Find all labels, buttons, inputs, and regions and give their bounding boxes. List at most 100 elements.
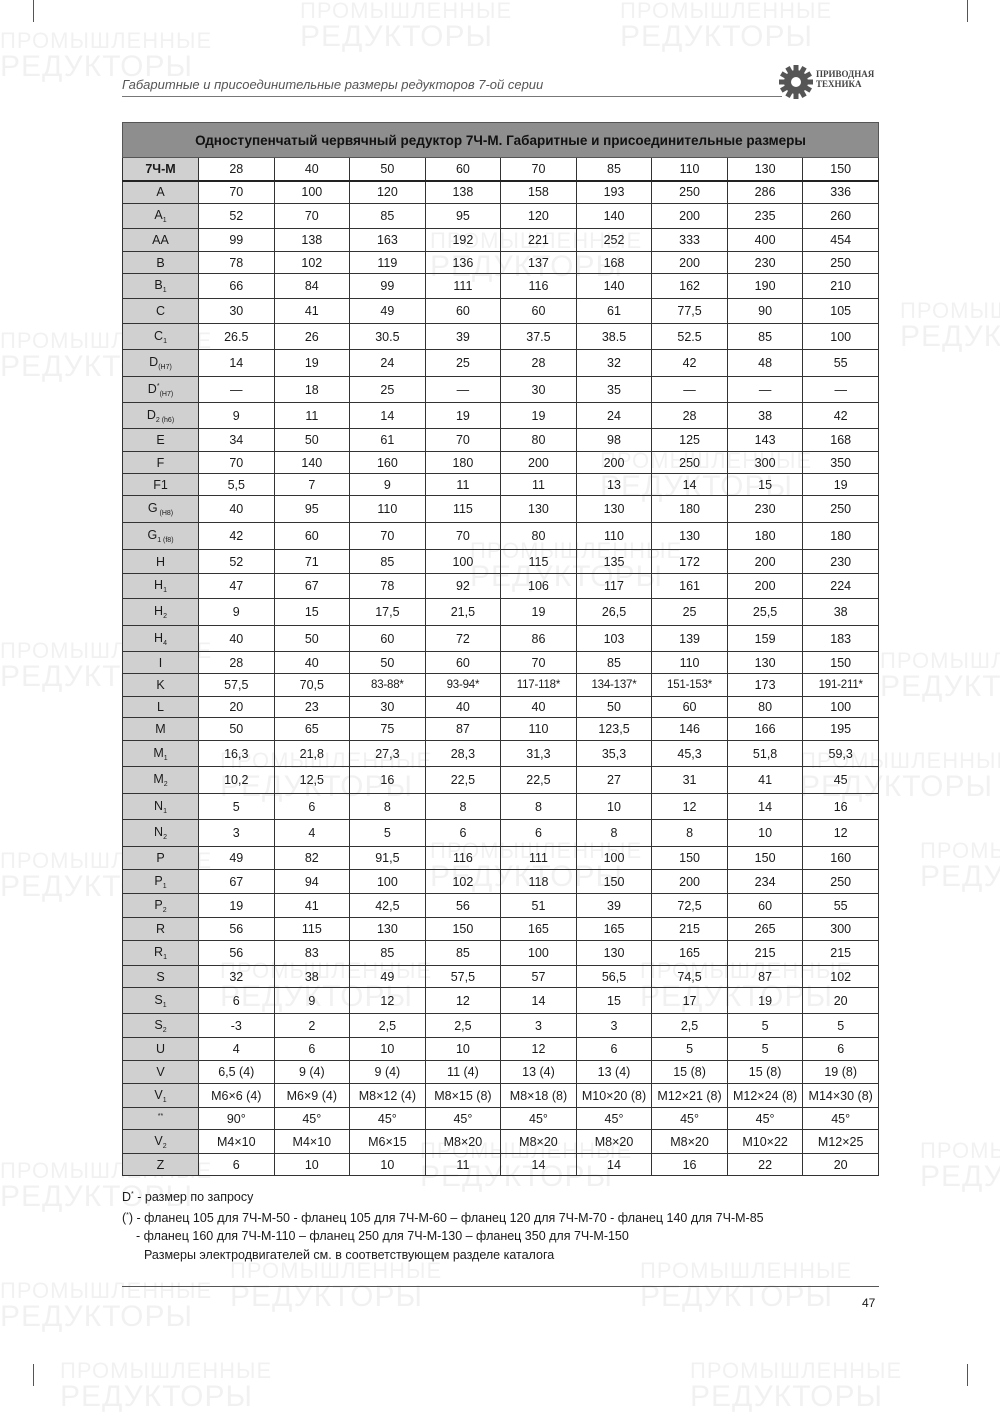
value-cell: 103 — [575, 625, 653, 652]
note-prefix: ( — [122, 1210, 127, 1225]
table-row: C1 26.5 26 30.5 39 37.5 38.5 52.5 85 100 — [122, 323, 879, 350]
value-cell: 286 — [726, 180, 804, 204]
value-cell: 10 — [575, 793, 653, 820]
value-cell: 99 — [198, 228, 275, 252]
table-row: ** 90° 45° 45° 45° 45° 45° 45° 45° 45° — [122, 1107, 879, 1130]
value-cell: 9 — [198, 402, 275, 429]
value-cell: 110 — [575, 522, 653, 550]
note-text: - размер по запросу — [133, 1190, 254, 1204]
value-cell: 15 — [726, 473, 804, 496]
row-label: H — [154, 604, 164, 618]
value-cell: 123,5 — [575, 717, 653, 741]
row-label-sup: * — [156, 382, 160, 390]
row-label-cell: M1 — [122, 740, 199, 767]
value-cell: — — [198, 376, 275, 403]
value-cell: 143 — [726, 428, 804, 452]
value-cell: 92 — [424, 573, 502, 599]
value-cell: 221 — [500, 228, 577, 252]
value-cell: 49 — [198, 846, 275, 870]
value-cell: 26 — [273, 323, 351, 350]
value-cell: 45° — [500, 1107, 577, 1130]
value-cell: 115 — [424, 495, 502, 523]
value-cell: 57,5 — [424, 965, 502, 988]
value-cell: 70 — [198, 180, 275, 204]
value-cell: — — [726, 376, 804, 403]
value-cell: 200 — [651, 203, 728, 229]
value-cell: 115 — [500, 549, 577, 574]
value-cell: 72,5 — [651, 893, 728, 918]
value-cell: 336 — [802, 180, 879, 204]
value-cell: M10×20 (8) — [575, 1083, 653, 1108]
row-label-sub: 1 — [163, 954, 167, 961]
table-row: D2 (h6) 9 11 14 19 19 24 28 38 42 — [122, 402, 879, 429]
value-cell: 100 — [802, 323, 879, 350]
row-label: P — [156, 851, 165, 865]
watermark-line: ПРОМЫШЛЕННЫЕ — [0, 1278, 213, 1303]
row-label-cell: D2 (h6) — [122, 402, 199, 429]
value-cell: 85 — [349, 940, 426, 966]
value-cell: 168 — [575, 251, 653, 274]
value-cell: 165 — [651, 940, 728, 966]
value-cell: 85 — [575, 651, 653, 674]
row-label: I — [158, 655, 163, 670]
row-label-sub: (H7) — [158, 364, 172, 371]
row-label: M — [153, 772, 164, 786]
row-label: Z — [156, 1157, 165, 1172]
footer-divider — [122, 1286, 879, 1287]
value-cell: 48 — [726, 349, 804, 377]
value-cell: 118 — [500, 869, 577, 894]
value-cell: 150 — [424, 917, 502, 941]
value-cell: 6 — [273, 793, 351, 820]
table-row: M2 10,2 12,5 16 22,5 22,5 27 31 41 45 — [122, 766, 879, 794]
row-label-cell: N2 — [122, 819, 199, 847]
table-notes: D* - размер по запросу (*) - фланец 105 … — [122, 1186, 764, 1264]
size-header-cell: 60 — [424, 157, 502, 182]
value-cell: 4 — [273, 819, 351, 847]
row-label: U — [155, 1042, 166, 1056]
value-cell: 15 — [273, 598, 351, 626]
value-cell: 80 — [500, 522, 577, 550]
row-label-cell: P — [122, 846, 199, 870]
row-label-cell: V1 — [122, 1083, 199, 1108]
value-cell: 28 — [198, 651, 275, 674]
value-cell: 56 — [424, 893, 502, 918]
value-cell: 192 — [424, 228, 502, 252]
value-cell: 40 — [198, 625, 275, 652]
value-cell: 14 — [575, 1153, 653, 1176]
value-cell: 87 — [424, 717, 502, 741]
value-cell: 10 — [726, 819, 804, 847]
value-cell: 11 — [424, 473, 502, 496]
value-cell: 65 — [273, 717, 351, 741]
value-cell: 17 — [651, 987, 728, 1014]
value-cell: 56 — [198, 917, 275, 941]
watermark-line: ПРОМЫШЛЕННЫЕ — [920, 1138, 1000, 1163]
value-cell: 14 — [500, 1153, 577, 1176]
value-cell: 16,3 — [198, 740, 275, 767]
value-cell: 99 — [349, 273, 426, 299]
value-cell: 51,8 — [726, 740, 804, 767]
value-cell: 45 — [802, 766, 879, 794]
value-cell: 42 — [651, 349, 728, 377]
row-label-cell: R1 — [122, 940, 199, 966]
value-cell: 6 — [802, 1037, 879, 1061]
table-row: H4 40 50 60 72 86 103 139 159 183 — [122, 625, 879, 652]
value-cell: 2,5 — [651, 1013, 728, 1038]
row-label: R — [154, 945, 164, 959]
value-cell: 158 — [500, 180, 577, 204]
value-cell: 3 — [198, 819, 275, 847]
table-header-row: 7Ч-М 28 40 50 60 70 85 110 130 150 — [122, 157, 879, 182]
value-cell: 93-94* — [424, 673, 502, 697]
value-cell: 60 — [651, 696, 728, 718]
value-cell: 24 — [575, 402, 653, 429]
row-label-sub: 2 — [163, 781, 168, 788]
table-row: F1 5,5 7 9 11 11 13 14 15 19 — [122, 473, 879, 496]
watermark-line: ПРОМЫШЛЕННЫЕ — [880, 648, 1000, 673]
value-cell: 98 — [575, 428, 653, 452]
value-cell: 30 — [198, 298, 275, 324]
value-cell: 12 — [802, 819, 879, 847]
value-cell: 80 — [500, 428, 577, 452]
value-cell: 9 — [198, 598, 275, 626]
value-cell: 30 — [349, 696, 426, 718]
note-text: ) - фланец 105 для 7Ч-М-50 - фланец 105 … — [128, 1210, 764, 1225]
